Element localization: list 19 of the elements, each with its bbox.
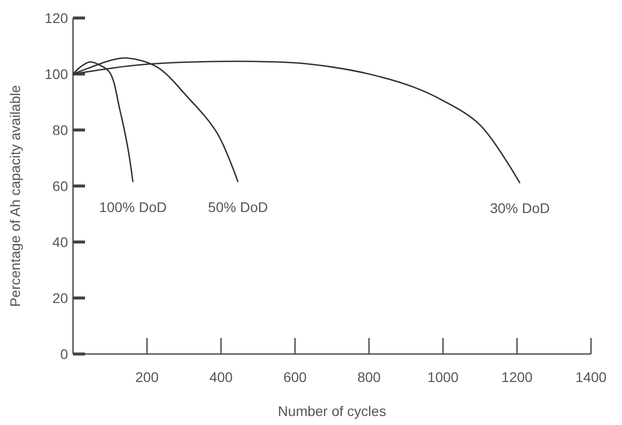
y-tick-label: 0 [60, 346, 68, 362]
series-label: 100% DoD [99, 199, 167, 216]
y-tick-label: 100 [44, 66, 68, 82]
y-tick-label: 80 [52, 122, 68, 138]
x-tick-label: 1400 [575, 369, 607, 385]
x-tick-label: 400 [209, 369, 233, 385]
series-label: 50% DoD [208, 199, 268, 216]
y-tick-label: 20 [52, 290, 68, 306]
x-axis-title: Number of cycles [278, 403, 386, 419]
y-tick-label: 40 [52, 234, 68, 250]
x-tick-label: 1000 [427, 369, 459, 385]
y-tick-label: 120 [44, 10, 68, 26]
x-tick-label: 200 [135, 369, 159, 385]
y-tick-label: 60 [52, 178, 68, 194]
x-tick-label: 600 [283, 369, 307, 385]
series-label: 30% DoD [490, 200, 550, 216]
y-axis-title: Percentage of Ah capacity available [7, 84, 23, 307]
x-tick-label: 800 [357, 369, 381, 385]
x-tick-label: 1200 [501, 369, 533, 385]
